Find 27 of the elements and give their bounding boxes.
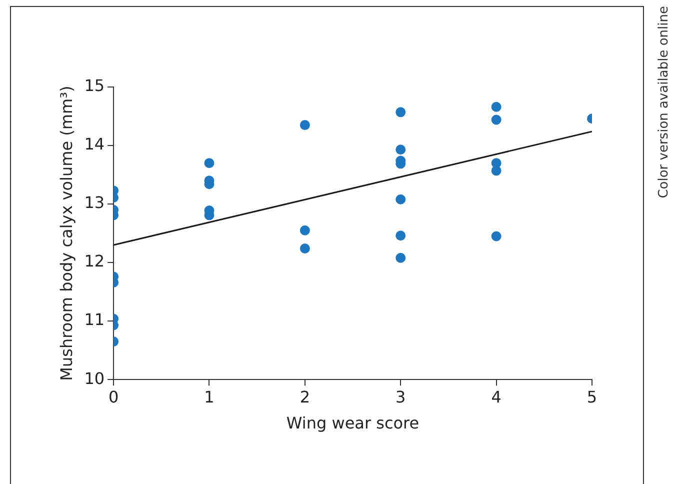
point [300, 244, 310, 254]
y-tick-label: 15 [84, 76, 105, 96]
point [491, 114, 502, 125]
y-tick-label: 13 [84, 193, 105, 212]
text: Color version available online [656, 6, 672, 198]
point [300, 120, 310, 130]
y-tick-label: 12 [84, 252, 105, 271]
point [396, 252, 406, 263]
point [491, 166, 502, 176]
point [396, 144, 406, 155]
point [396, 230, 406, 241]
y-tick-label: 10 [84, 368, 105, 388]
point [396, 107, 406, 118]
x-tick-label: 0 [108, 387, 119, 406]
point [396, 194, 406, 204]
point [491, 231, 502, 242]
point [491, 102, 502, 112]
y-axis-title: Mushroom body calyx volume (mm³) [56, 86, 76, 381]
x-tick-label: 2 [300, 387, 310, 406]
x-tick-label: 4 [491, 387, 502, 406]
point [300, 225, 310, 236]
x-axis-title: Wing wear score [286, 414, 420, 433]
x-tick-label: 3 [396, 387, 406, 406]
x-tick-label: 5 [586, 387, 598, 406]
x-tick-label: 1 [204, 387, 214, 406]
y-tick-label: 11 [84, 310, 105, 330]
y-tick-label: 14 [84, 134, 105, 154]
